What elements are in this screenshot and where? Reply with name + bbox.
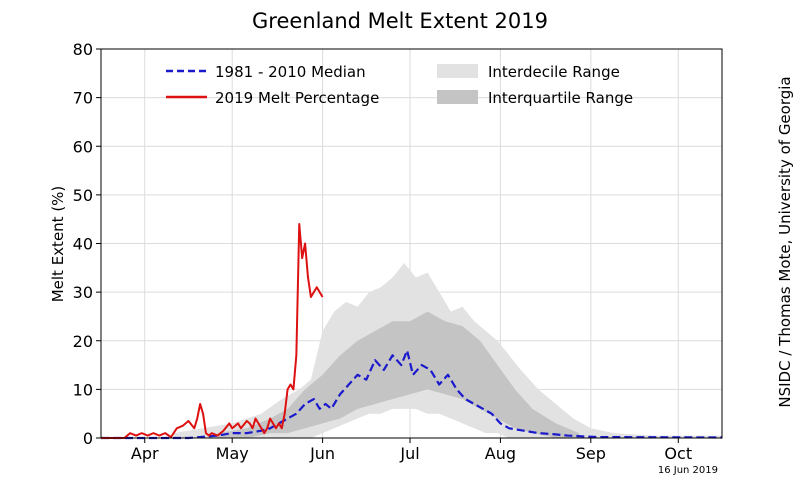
legend-interquartile-label: Interquartile Range	[488, 89, 633, 107]
x-tick-label: May	[216, 444, 249, 463]
y-tick-label: 30	[73, 283, 93, 302]
y-tick-label: 50	[73, 186, 93, 205]
y-tick-label: 10	[73, 380, 93, 399]
series-lines	[101, 223, 723, 440]
x-axis: Apr May Jun Jul Aug Sep Oct	[131, 438, 692, 463]
legend-interdecile-label: Interdecile Range	[488, 63, 620, 81]
legend-median-label: 1981 - 2010 Median	[215, 63, 366, 81]
legend-interquartile-swatch	[437, 90, 478, 104]
range-bands	[173, 262, 722, 438]
x-tick-label: Sep	[576, 444, 606, 463]
y-tick-label: 40	[73, 235, 93, 254]
x-tick-label: Aug	[485, 444, 516, 463]
y-tick-label: 20	[73, 332, 93, 351]
x-tick-label: Jul	[399, 444, 419, 463]
y-axis: 0 10 20 30 40 50 60 70 80	[73, 40, 101, 448]
legend-melt-label: 2019 Melt Percentage	[215, 89, 379, 107]
y-axis-label: Melt Extent (%)	[49, 186, 67, 303]
y-tick-label: 60	[73, 137, 93, 156]
melt-2019-line	[101, 223, 324, 439]
legend-interdecile-swatch	[437, 64, 478, 78]
y-tick-label: 0	[83, 429, 93, 448]
x-tick-label: Apr	[131, 444, 159, 463]
y-tick-label: 80	[73, 40, 93, 59]
date-stamp: 16 Jun 2019	[658, 465, 718, 476]
legend: 1981 - 2010 Median 2019 Melt Percentage …	[166, 63, 633, 107]
chart-title: Greenland Melt Extent 2019	[252, 9, 548, 33]
credit-text: NSIDC / Thomas Mote, University of Georg…	[776, 76, 794, 407]
x-tick-label: Oct	[664, 444, 692, 463]
median-line	[101, 349, 723, 440]
x-tick-label: Jun	[309, 444, 335, 463]
y-tick-label: 70	[73, 89, 93, 108]
interquartile-band	[217, 311, 580, 438]
